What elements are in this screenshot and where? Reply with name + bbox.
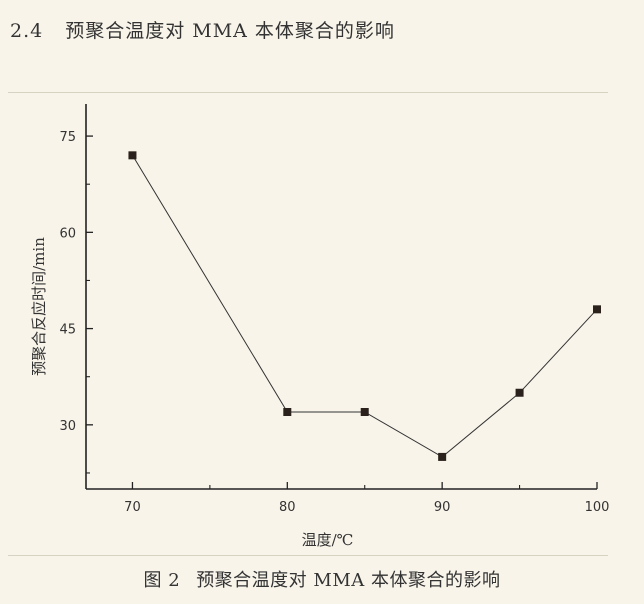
x-tick-label: 100: [585, 500, 610, 515]
data-point: [515, 388, 524, 397]
section-number: 2.4: [10, 20, 44, 42]
y-tick-label: 45: [59, 323, 76, 338]
y-tick-label: 30: [59, 419, 76, 434]
y-tick-label: 75: [59, 130, 76, 145]
data-point: [283, 408, 292, 416]
figure-number: 图 2: [143, 570, 181, 591]
bottom-divider: [8, 555, 608, 556]
data-point: [128, 151, 137, 160]
figure-caption-text: 预聚合温度对 MMA 本体聚合的影响: [196, 570, 501, 591]
x-tick-label: 80: [279, 500, 296, 515]
line-chart: 30 45 60 75 70 80 90 100 预聚合反应时间/min 温度/℃: [30, 104, 609, 549]
figure-caption: 图 2 预聚合温度对 MMA 本体聚合的影响: [0, 566, 644, 592]
data-point: [438, 452, 447, 461]
chart-ticks: 30 45 60 75 70 80 90 100: [59, 130, 609, 515]
section-heading: 2.4 预聚合温度对 MMA 本体聚合的影响: [10, 16, 395, 43]
section-title: 预聚合温度对 MMA 本体聚合的影响: [65, 20, 395, 42]
series-line: [132, 155, 598, 458]
top-divider: [8, 92, 608, 93]
x-tick-label: 70: [124, 500, 141, 515]
y-axis-label: 预聚合反应时间/min: [30, 237, 48, 376]
chart-series: [128, 151, 601, 461]
chart-axes: [85, 104, 597, 490]
data-point: [360, 408, 369, 416]
y-tick-label: 60: [59, 226, 76, 241]
x-tick-label: 90: [434, 500, 451, 515]
data-point: [593, 305, 601, 314]
x-axis-label: 温度/℃: [302, 531, 354, 549]
